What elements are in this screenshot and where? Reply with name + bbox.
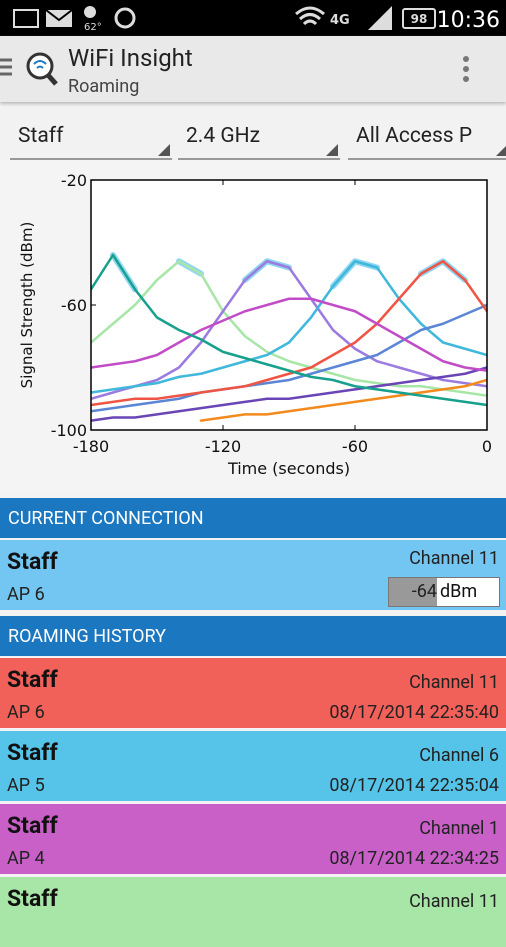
- network: 4G: [330, 13, 350, 28]
- section-header: ROAMING HISTORY: [0, 616, 506, 656]
- section-header: CURRENT CONNECTION: [0, 498, 506, 538]
- x-axis-label: Time (seconds): [227, 459, 350, 478]
- ssid: Staff: [7, 739, 58, 766]
- plot-area: [91, 180, 487, 430]
- signal-value: -64: [389, 578, 437, 606]
- icon: [13, 9, 39, 28]
- signal-icon: [368, 6, 392, 30]
- ap-filter[interactable]: All Access P: [348, 114, 506, 160]
- signal-line: [91, 260, 487, 394]
- signal-line: [91, 253, 487, 407]
- app-subtitle: Roaming: [68, 76, 140, 97]
- ap: AP 4: [7, 848, 45, 869]
- history-row[interactable]: Staff Channel 11: [0, 877, 506, 947]
- battery: [402, 8, 436, 29]
- channel: Channel 1: [419, 818, 499, 839]
- signal-line: [91, 303, 487, 413]
- channel: Channel 11: [409, 672, 499, 693]
- y-tick-label: -100: [51, 421, 87, 440]
- band-filter[interactable]: 2.4 GHz: [178, 114, 340, 160]
- battery-level: 98: [411, 12, 428, 26]
- timestamp: 08/17/2014 22:35:04: [329, 775, 499, 796]
- icon: [84, 6, 96, 18]
- filters: Staff 2.4 GHz All Access P: [0, 104, 506, 160]
- icon: [114, 7, 136, 29]
- wifi-icon: [295, 6, 325, 26]
- y-tick-label: -20: [61, 171, 87, 190]
- app-title: WiFi Insight: [68, 44, 193, 72]
- ssid: Staff: [7, 548, 58, 575]
- signal-gauge: -64 dBm: [388, 577, 500, 607]
- plot-frame: [90, 179, 488, 431]
- y-tick-label: -60: [61, 296, 87, 315]
- clock: 10:36: [437, 8, 500, 33]
- ap: AP 5: [7, 775, 45, 796]
- current-connection[interactable]: Staff AP 6 Channel 11 -64 dBm: [0, 540, 506, 610]
- channel: Channel 11: [409, 548, 499, 569]
- signal-unit: dBm: [440, 581, 478, 602]
- ssid: Staff: [7, 812, 58, 839]
- timestamp: 08/17/2014 22:34:25: [329, 848, 499, 869]
- overflow-menu[interactable]: [458, 54, 474, 86]
- signal-line: [91, 297, 487, 372]
- status-bar: 62° 4G 98 10:36: [0, 0, 506, 36]
- history-row[interactable]: Staff AP 5 Channel 6 08/17/2014 22:35:04: [0, 731, 506, 801]
- signal-line: [91, 260, 487, 400]
- channel: Channel 11: [409, 891, 499, 912]
- ap: AP 6: [7, 584, 45, 605]
- ssid: Staff: [7, 666, 58, 693]
- x-tick-label: -60: [342, 437, 368, 456]
- history-row[interactable]: Staff AP 6 Channel 11 08/17/2014 22:35:40: [0, 658, 506, 728]
- y-axis-label: Signal Strength (dBm): [18, 222, 36, 389]
- timestamp: 08/17/2014 22:35:40: [329, 702, 499, 723]
- ssid: Staff: [7, 885, 58, 912]
- ap: AP 6: [7, 702, 45, 723]
- app-icon[interactable]: [0, 36, 70, 102]
- signal-line: [91, 260, 487, 397]
- history-row[interactable]: Staff AP 4 Channel 1 08/17/2014 22:34:25: [0, 804, 506, 874]
- signal-line: [91, 366, 487, 422]
- app-bar: WiFi Insight Roaming: [0, 36, 506, 102]
- signal-line: [199, 378, 487, 422]
- x-tick-label: 0: [482, 437, 492, 456]
- x-tick-label: -120: [205, 437, 241, 456]
- temperature: 62°: [84, 22, 102, 33]
- x-tick-label: -180: [73, 437, 109, 456]
- status-icons: 62° 4G 98 10:36: [13, 6, 500, 33]
- ssid-filter[interactable]: Staff: [10, 114, 172, 160]
- channel: Channel 6: [419, 745, 499, 766]
- signal-line: [91, 260, 487, 407]
- signal-chart: -100 -60 -20 -180 -120 -60 0 Time (seconds) Sign…: [0, 160, 506, 495]
